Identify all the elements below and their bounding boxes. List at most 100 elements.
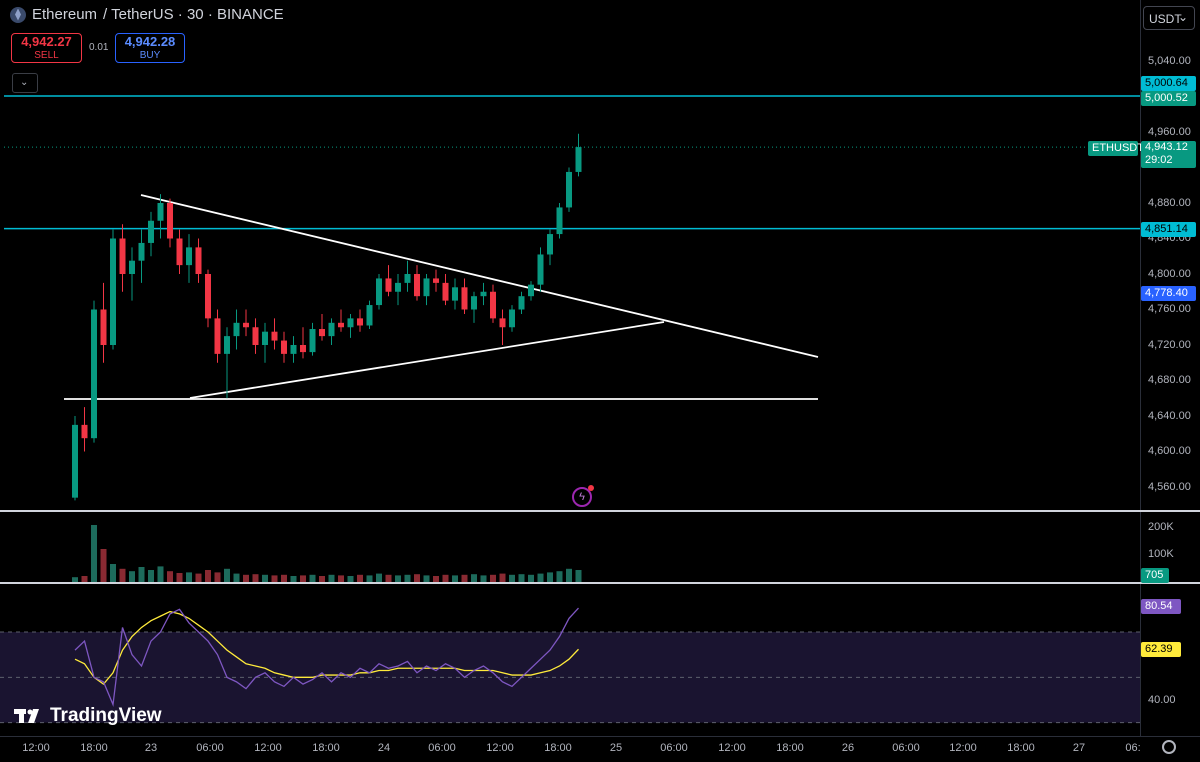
rsi-axis[interactable]: 40.00 bbox=[1140, 584, 1200, 736]
tradingview-mark-icon bbox=[14, 709, 39, 723]
price-pane[interactable] bbox=[0, 0, 1140, 512]
candle-body bbox=[81, 424, 88, 439]
volume-bar bbox=[233, 573, 240, 582]
candle-body bbox=[186, 247, 192, 266]
time-tick: 06:00 bbox=[660, 742, 688, 754]
symbol-name: Ethereum bbox=[32, 6, 98, 23]
price-axis[interactable]: 5,040.00 4,960.00 4,880.00 4,840.00 4,80… bbox=[1140, 0, 1200, 512]
brand-name: TradingView bbox=[50, 705, 162, 726]
volume-last-label: 705 bbox=[1141, 568, 1169, 583]
candle-body bbox=[442, 282, 449, 301]
rsi-ma-line bbox=[74, 610, 579, 686]
volume-bar bbox=[72, 577, 78, 582]
pane-divider-rsi[interactable] bbox=[0, 582, 1200, 584]
candle-body bbox=[157, 203, 164, 221]
volume-bar bbox=[471, 574, 477, 582]
time-tick: 12:00 bbox=[486, 742, 514, 754]
candle-body bbox=[252, 327, 259, 345]
candle-body bbox=[575, 147, 582, 172]
time-axis-divider bbox=[0, 736, 1200, 737]
volume-bar bbox=[271, 575, 278, 582]
sell-button[interactable]: 4,942.27 SELL bbox=[11, 33, 82, 63]
candle-body bbox=[328, 322, 335, 337]
collapse-legend-button[interactable]: ⌄ bbox=[12, 73, 38, 93]
candle-body bbox=[309, 329, 316, 353]
buy-button[interactable]: 4,942.28 BUY bbox=[115, 33, 185, 63]
time-tick: 18:00 bbox=[776, 742, 804, 754]
hline-top-label-a[interactable]: 5,000.64 bbox=[1141, 76, 1196, 91]
time-tick: 06:00 bbox=[196, 742, 224, 754]
candle-body bbox=[205, 274, 211, 319]
time-tick: 18:00 bbox=[544, 742, 572, 754]
candle-body bbox=[556, 207, 563, 235]
volume-tick: 200K bbox=[1148, 521, 1174, 533]
candle-body bbox=[490, 291, 496, 319]
price-tick: 4,640.00 bbox=[1148, 410, 1191, 422]
volume-bar bbox=[148, 570, 154, 582]
lightning-alert-icon[interactable]: ϟ bbox=[572, 485, 594, 507]
rsi-line bbox=[74, 607, 579, 708]
gear-icon[interactable] bbox=[1162, 740, 1176, 754]
candle-body bbox=[224, 336, 230, 354]
time-tick: 27 bbox=[1072, 742, 1086, 754]
volume-bar bbox=[414, 574, 420, 582]
descending-trendline bbox=[140, 194, 819, 358]
volume-bar bbox=[357, 574, 363, 582]
symbol-header[interactable]: Ethereum / TetherUS · 30 · BINANCE bbox=[10, 6, 284, 23]
candle-body bbox=[262, 331, 268, 345]
symbol-tag-label: ETHUSDT bbox=[1088, 141, 1144, 156]
volume-bar bbox=[366, 575, 373, 582]
volume-bar bbox=[490, 574, 496, 582]
symbol-pair: / TetherUS · 30 · BINANCE bbox=[103, 6, 284, 23]
time-tick: 25 bbox=[609, 742, 623, 754]
rsi-tick: 40.00 bbox=[1148, 694, 1176, 706]
hline-top-label-b[interactable]: 5,000.52 bbox=[1141, 91, 1196, 106]
currency-select[interactable]: USDT ⌄ bbox=[1143, 6, 1195, 30]
volume-bar bbox=[423, 575, 430, 582]
volume-bar bbox=[547, 572, 553, 582]
volume-bar bbox=[528, 574, 534, 582]
candle-body bbox=[528, 284, 534, 297]
time-tick: 06:00 bbox=[892, 742, 920, 754]
time-tick: 06:00 bbox=[428, 742, 456, 754]
price-tick: 4,760.00 bbox=[1148, 303, 1191, 315]
volume-bar bbox=[91, 525, 97, 582]
buy-price: 4,942.28 bbox=[124, 34, 176, 49]
time-axis[interactable]: 12:00 18:00 23 06:00 12:00 18:00 24 06:00 12:00 1… bbox=[0, 736, 1200, 762]
volume-bar bbox=[300, 575, 306, 582]
rsi-value-label: 80.54 bbox=[1141, 599, 1181, 614]
volume-bar bbox=[556, 571, 563, 582]
volume-bar bbox=[509, 574, 515, 582]
rsi-pane[interactable] bbox=[0, 584, 1140, 736]
volume-pane[interactable] bbox=[0, 512, 1140, 584]
sell-price: 4,942.27 bbox=[21, 34, 72, 49]
volume-bar bbox=[499, 573, 506, 582]
candle-body bbox=[518, 296, 525, 310]
volume-bar bbox=[157, 566, 164, 582]
last-price-label[interactable]: 4,943.12 29:02 bbox=[1141, 141, 1196, 168]
price-tick: 4,960.00 bbox=[1148, 126, 1191, 138]
candle-body bbox=[271, 331, 278, 341]
volume-bar bbox=[338, 575, 344, 582]
volume-bar bbox=[575, 570, 582, 582]
pane-divider-volume[interactable] bbox=[0, 510, 1200, 512]
candle-body bbox=[138, 242, 145, 261]
volume-tick: 100K bbox=[1148, 548, 1174, 560]
price-tick: 4,720.00 bbox=[1148, 339, 1191, 351]
volume-axis[interactable]: 200K 100K bbox=[1140, 512, 1200, 584]
price-tick: 4,880.00 bbox=[1148, 197, 1191, 209]
candle-body bbox=[385, 278, 392, 292]
volume-bar bbox=[167, 571, 173, 582]
volume-bar bbox=[119, 568, 126, 582]
price-tick: 4,600.00 bbox=[1148, 445, 1191, 457]
volume-bar bbox=[404, 574, 411, 582]
ascending-trendline bbox=[189, 321, 665, 399]
candle-body bbox=[195, 247, 202, 274]
currency-select-value: USDT bbox=[1149, 12, 1182, 26]
volume-bar bbox=[214, 572, 221, 582]
candle-body bbox=[233, 322, 240, 337]
tradingview-logo[interactable]: TradingView bbox=[14, 705, 162, 727]
hline-mid-label[interactable]: 4,851.14 bbox=[1141, 222, 1196, 237]
volume-bar bbox=[319, 576, 325, 582]
candle-body bbox=[167, 203, 173, 239]
